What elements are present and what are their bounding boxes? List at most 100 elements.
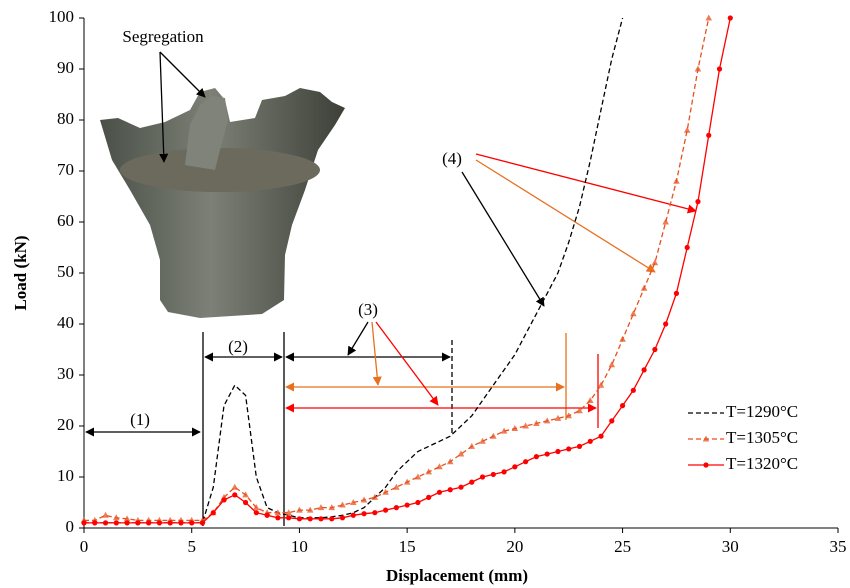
point (619, 335, 626, 342)
point (253, 504, 260, 511)
point (361, 511, 367, 517)
point (167, 520, 173, 526)
point (328, 504, 336, 511)
point (609, 418, 615, 424)
annotation: Segregation (122, 27, 204, 46)
point (522, 422, 529, 429)
point (458, 484, 464, 490)
point (307, 516, 313, 522)
y-tick-label: 10 (57, 466, 74, 485)
y-tick-label: 100 (49, 7, 75, 26)
y-tick-label: 50 (57, 262, 74, 281)
point (586, 397, 594, 403)
x-tick-label: 5 (187, 537, 196, 556)
point (683, 126, 691, 133)
point (146, 520, 152, 526)
y-axis-title: Load (kN) (11, 235, 30, 310)
point (576, 443, 583, 449)
point (123, 515, 131, 522)
y-tick-label: 80 (57, 109, 74, 128)
point (566, 446, 572, 452)
y-tick-label: 40 (57, 313, 74, 332)
point (102, 511, 109, 518)
point (156, 520, 162, 526)
x-tick-label: 25 (614, 537, 631, 556)
point (543, 417, 551, 424)
x-tick-label: 15 (399, 537, 416, 556)
point (436, 463, 443, 470)
point (673, 290, 680, 296)
point (702, 435, 710, 442)
legend-label: T=1290°C (726, 402, 798, 421)
point (598, 433, 604, 439)
point (113, 520, 119, 526)
point (135, 520, 141, 526)
point (210, 510, 216, 516)
point (684, 244, 690, 251)
point (703, 462, 709, 468)
point (533, 454, 540, 460)
point (253, 510, 259, 516)
point (640, 284, 648, 291)
point (383, 507, 389, 513)
point (468, 442, 476, 449)
x-tick-label: 20 (506, 537, 523, 556)
annotation: (1) (130, 410, 150, 429)
point (652, 346, 658, 353)
point (242, 499, 249, 506)
y-tick-label: 70 (57, 160, 74, 179)
point (317, 504, 325, 511)
point (318, 516, 324, 522)
point (360, 496, 368, 503)
point (329, 516, 335, 522)
point (533, 419, 540, 426)
point (393, 483, 400, 490)
point (275, 515, 281, 521)
point (565, 412, 573, 419)
point (178, 520, 184, 526)
y-tick-label: 0 (66, 517, 75, 536)
point (414, 473, 422, 480)
point (490, 432, 497, 439)
point (426, 494, 432, 500)
series-line (84, 17, 710, 522)
y-tick-label: 90 (57, 58, 74, 77)
point (619, 403, 626, 409)
y-tick-label: 30 (57, 364, 74, 383)
x-tick-label: 0 (80, 537, 89, 556)
point (81, 520, 87, 526)
point (296, 506, 303, 513)
point (663, 321, 669, 327)
point (673, 177, 680, 184)
point (576, 407, 583, 414)
point (242, 491, 249, 498)
point (501, 469, 507, 475)
point (544, 451, 550, 457)
point (286, 515, 292, 521)
annotation-arrows (85, 51, 697, 526)
point (124, 520, 130, 526)
point (285, 509, 292, 516)
point (479, 437, 486, 444)
point (264, 512, 270, 518)
legend-label: T=1320°C (726, 454, 798, 473)
point (102, 520, 109, 526)
point (349, 499, 357, 505)
point (554, 414, 562, 421)
point (92, 520, 98, 526)
point (350, 512, 356, 518)
point (490, 471, 496, 478)
point (662, 218, 669, 225)
point (221, 497, 227, 503)
y-tick-label: 20 (57, 415, 74, 434)
point (511, 425, 519, 432)
point (727, 15, 733, 21)
point (705, 14, 713, 21)
annotation: (4) (442, 149, 462, 168)
point (296, 516, 303, 522)
point (555, 448, 561, 455)
point (231, 483, 239, 490)
point (587, 438, 593, 444)
point (425, 468, 432, 475)
crucible-photo (100, 88, 345, 318)
